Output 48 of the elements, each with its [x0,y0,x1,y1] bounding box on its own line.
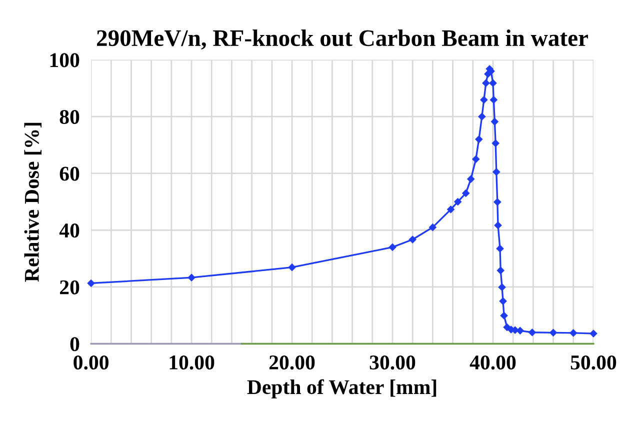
x-tick-label: 30.00 [370,355,416,370]
y-tick-label: 0 [70,337,80,352]
point [494,222,502,229]
point [516,327,524,334]
x-tick-label: 20.00 [269,355,315,370]
point [528,328,536,336]
chart-title: 290MeV/n, RF-knock out Carbon Beam in water [96,30,588,50]
point [498,284,506,291]
point [492,168,500,176]
point [570,329,578,337]
point [288,264,296,271]
point [388,244,396,251]
point [490,96,498,104]
y-tick-label: 20 [60,280,80,294]
x-tick-label: 10.00 [170,355,214,370]
point [472,156,480,163]
point [467,175,475,183]
point [482,79,490,87]
point [590,330,598,338]
point [447,206,454,214]
y-axis-title: Relative Dose [%] [24,122,42,282]
x-tick-label: 50.00 [570,355,616,370]
point [478,112,486,120]
point [454,198,462,206]
point [494,198,502,206]
x-axis-title: Depth of Water [mm] [247,379,436,398]
x-tick-label: 0.00 [74,355,108,370]
y-tick-label: 80 [60,110,80,124]
point [491,118,498,126]
point [480,96,488,104]
point [462,190,470,197]
point [429,224,436,231]
point [475,136,483,143]
point [496,266,504,274]
y-tick-label: 40 [59,224,80,238]
point [87,280,95,287]
x-tick-label: 40.00 [470,355,516,370]
point [499,298,507,305]
point [489,79,497,87]
point [492,140,500,147]
point [408,236,416,244]
point [550,329,557,336]
point [503,324,511,331]
point [496,244,504,252]
y-tick-label: 60 [60,166,80,181]
point [188,274,196,282]
point [500,312,508,320]
y-tick-label: 100 [50,53,80,68]
